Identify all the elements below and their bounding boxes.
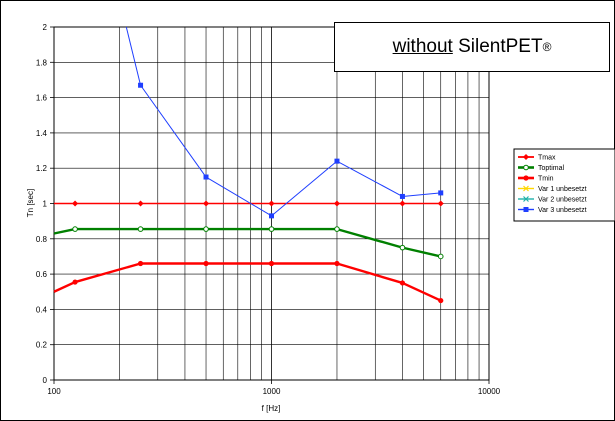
legend-marker-tmin	[523, 175, 529, 181]
data-point-var-3-unbesetzt	[438, 190, 444, 196]
legend-marker-var-3-unbesetzt	[523, 207, 529, 212]
data-point-tmin	[399, 280, 406, 286]
data-point-var-3-unbesetzt	[334, 158, 340, 164]
y-tick-label: 1.8	[36, 58, 48, 67]
data-point-tmax	[203, 200, 210, 207]
y-tick-label: 1.4	[36, 129, 48, 138]
legend-marker-var-2-unbesetzt	[523, 196, 529, 202]
y-tick-label: 0.2	[36, 341, 48, 350]
data-point-var-3-unbesetzt	[203, 174, 209, 180]
legend-marker-toptimal	[523, 164, 529, 171]
data-point-tmin	[268, 260, 275, 267]
y-tick-label: 1.2	[36, 164, 48, 173]
data-point-toptimal	[399, 244, 406, 251]
series-line-toptimal	[53, 227, 442, 258]
legend: Tmax Toptimal Tmin Var 1 unbesetzt Var 2 unb…	[513, 148, 615, 222]
y-tick-label: 1.6	[36, 94, 48, 103]
data-point-tmax	[399, 200, 406, 207]
legend-marker-tmax	[523, 154, 529, 160]
data-point-tmax	[72, 200, 79, 207]
series-line-tmin	[53, 262, 442, 302]
data-point-var-3-unbesetzt	[138, 82, 144, 88]
data-point-toptimal	[437, 253, 444, 260]
x-axis-label: f [Hz]	[262, 404, 281, 413]
data-point-toptimal	[203, 226, 209, 232]
data-point-tmin	[72, 279, 78, 285]
y-axis-label: Tn [sec]	[26, 189, 35, 217]
annotation-underlined-word: without	[392, 36, 453, 57]
x-tick-label: 100	[47, 387, 61, 396]
data-point-tmin	[334, 260, 340, 267]
legend-label-tmin: Tmin	[538, 176, 554, 183]
y-tick-label: 2	[43, 23, 48, 32]
legend-label-tmax: Tmax	[538, 155, 556, 162]
y-tick-label: 0	[43, 376, 48, 385]
data-point-toptimal	[137, 226, 144, 232]
data-point-tmin	[203, 260, 209, 267]
y-tick-label: 0.8	[36, 235, 48, 244]
x-tick-label: 10000	[478, 387, 501, 396]
legend-marker-var-1-unbesetzt	[523, 185, 529, 192]
data-point-tmax	[268, 200, 275, 207]
annotation-box: without SilentPET ®	[334, 22, 610, 72]
annotation-product-name: SilentPET	[458, 36, 543, 57]
data-point-tmax	[333, 200, 340, 207]
x-tick-label: 1000	[263, 387, 281, 396]
data-point-tmin	[137, 260, 144, 267]
tick-labels: 0 0.2 0.4 0.6 0.8 1 1.2 1.4 1.6 1.8 2 100 1000 10000	[36, 23, 501, 396]
data-point-toptimal	[72, 226, 78, 232]
legend-label-var-1-unbesetzt: Var 1 unbesetzt	[538, 186, 587, 193]
data-point-toptimal	[334, 226, 340, 232]
y-tick-label: 0.4	[36, 305, 48, 314]
data-point-tmax	[137, 200, 144, 207]
annotation-registered-mark: ®	[542, 40, 552, 54]
legend-label-var-3-unbesetzt: Var 3 unbesetzt	[538, 207, 587, 214]
data-point-var-3-unbesetzt	[269, 213, 274, 219]
y-tick-label: 1	[43, 200, 48, 209]
legend-label-toptimal: Toptimal	[538, 165, 565, 172]
series-layer	[53, 26, 444, 304]
data-point-var-3-unbesetzt	[399, 193, 405, 199]
y-tick-label: 0.6	[36, 270, 48, 279]
data-point-tmax	[437, 200, 444, 207]
data-point-toptimal	[268, 226, 275, 232]
legend-label-var-2-unbesetzt: Var 2 unbesetzt	[538, 197, 587, 204]
data-point-tmin	[438, 297, 444, 304]
